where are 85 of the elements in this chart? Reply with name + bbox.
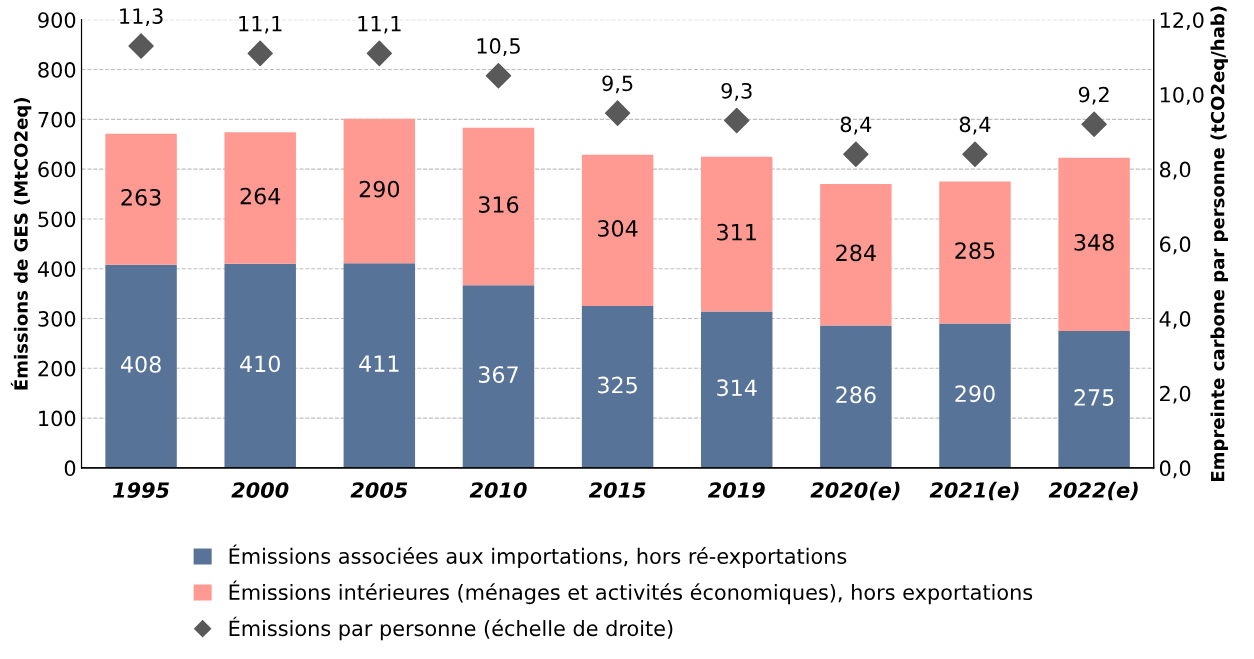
bar	[581, 154, 654, 307]
y-tick-label: 0	[64, 460, 76, 477]
y2-tick-label: 4,0	[1159, 310, 1191, 329]
data-label: 290	[359, 180, 400, 198]
bar	[939, 181, 1011, 324]
point	[604, 100, 631, 126]
data-label: 11,1	[358, 15, 401, 34]
y-tick-label: 400	[37, 261, 76, 277]
y-tick-label: 100	[39, 410, 76, 427]
legend-label: Émissions par personne (échelle de droite)	[229, 616, 673, 641]
y-tick-label: 900	[38, 12, 76, 28]
data-label: 8,4	[840, 116, 872, 135]
data-label: 284	[836, 244, 876, 262]
y-tick-label: 200	[38, 360, 76, 377]
y2-axis-title: Empreinte carbone par personne (tCO2eq/hab)	[1210, 6, 1228, 482]
data-label: 348	[1074, 233, 1114, 251]
data-label: 11,1	[239, 15, 282, 34]
data-label: 411	[359, 355, 399, 372]
y-tick-label: 700	[38, 111, 76, 128]
data-label: 410	[240, 355, 280, 373]
y-tick-label: 800	[38, 62, 76, 78]
bar	[1058, 330, 1130, 468]
bar	[820, 325, 892, 468]
bar	[462, 285, 535, 468]
bar	[820, 184, 892, 326]
bar	[1058, 157, 1130, 331]
x-tick-label: 2005	[350, 482, 408, 498]
point	[843, 141, 869, 167]
data-label: 9,5	[602, 75, 633, 94]
legend-label: Émissions intérieures (ménages et activités économiques), hors exportations	[229, 580, 1033, 605]
data-label: 325	[598, 376, 637, 394]
data-label: 314	[717, 379, 757, 397]
data-label: 290	[955, 385, 995, 403]
data-label: 367	[478, 366, 518, 383]
y2-tick-label: 12,0	[1160, 12, 1204, 31]
x-tick-label: 2000	[231, 482, 289, 498]
y2-tick-label: 6,0	[1160, 236, 1191, 255]
y2-tick-label: 8,0	[1159, 161, 1191, 180]
bar	[105, 133, 177, 265]
data-label: 11,3	[120, 8, 163, 27]
y2-tick-label: 10,0	[1160, 86, 1204, 105]
data-label: 275	[1074, 389, 1114, 406]
point	[128, 33, 154, 59]
bar	[224, 132, 296, 264]
point	[1081, 111, 1107, 138]
x-tick-label: 2019	[707, 482, 765, 498]
data-label: 9,2	[1078, 86, 1109, 105]
legend-label: Émissions associées aux importations, hors ré-exportations	[229, 544, 847, 569]
x-tick-label: 1995	[112, 482, 169, 498]
data-label: 286	[836, 386, 876, 404]
data-label: 8,4	[959, 116, 991, 135]
point	[485, 63, 512, 89]
bar	[224, 263, 296, 468]
point	[724, 107, 750, 134]
y-tick-label: 300	[38, 310, 76, 327]
data-label: 316	[478, 196, 519, 213]
x-tick-label: 2020(e)	[810, 481, 900, 501]
data-label: 285	[955, 242, 995, 259]
bar	[700, 156, 773, 312]
bar	[343, 263, 416, 468]
data-label: 264	[240, 187, 281, 205]
data-label: 9,3	[721, 82, 752, 101]
x-tick-label: 2021(e)	[929, 481, 1019, 501]
y-tick-label: 600	[38, 161, 76, 178]
point	[962, 141, 988, 167]
data-label: 263	[121, 188, 161, 206]
point	[366, 40, 393, 67]
bar	[462, 127, 535, 286]
point	[247, 40, 273, 67]
data-label: 10,5	[477, 38, 520, 56]
data-label: 311	[717, 223, 756, 241]
y-axis-title: Émissions de GES (MtCO2eq)	[10, 98, 32, 390]
bar	[343, 118, 416, 264]
x-tick-label: 2015	[588, 482, 646, 498]
x-tick-label: 2010	[469, 482, 527, 498]
bar	[581, 306, 654, 468]
y2-tick-label: 2,0	[1160, 385, 1191, 404]
bar	[700, 311, 773, 468]
y-tick-label: 500	[38, 211, 76, 228]
bar	[105, 264, 177, 468]
data-label: 408	[120, 355, 161, 373]
x-tick-label: 2022(e)	[1048, 481, 1138, 501]
bar	[939, 323, 1011, 468]
y2-tick-label: 0,0	[1159, 460, 1191, 479]
data-label: 304	[598, 220, 638, 237]
